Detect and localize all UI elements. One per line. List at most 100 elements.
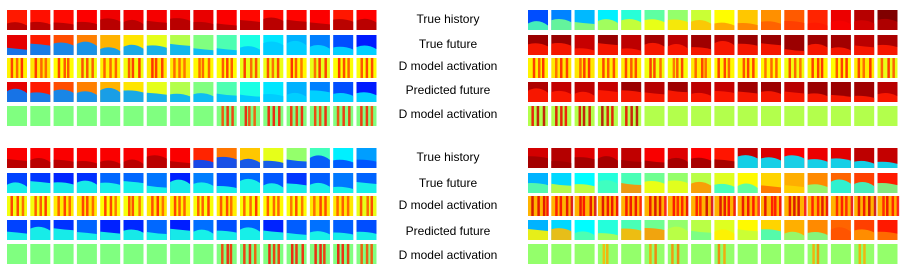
thumbnail-patch <box>574 91 595 102</box>
thumbnail <box>356 244 377 264</box>
thumbnail <box>784 10 805 30</box>
thumbnail-stripe <box>183 196 186 216</box>
thumbnail-stripe <box>337 58 341 78</box>
thumbnail-stripe <box>676 58 679 78</box>
thumbnail-patch <box>170 43 191 55</box>
thumbnail-stripe <box>537 58 541 78</box>
thumbnail <box>784 244 805 264</box>
thumbnail <box>263 10 284 30</box>
thumbnail <box>53 173 74 193</box>
thumbnail-stripe <box>654 196 657 216</box>
thumbnail-stripe <box>891 196 895 216</box>
thumbnail <box>309 106 330 126</box>
thumbnail <box>667 173 688 193</box>
thumbnail-stripe <box>694 58 697 78</box>
thumbnail-patch <box>574 231 595 240</box>
thumbnail <box>333 58 354 78</box>
thumbnail <box>644 148 665 168</box>
thumbnail-patch <box>216 48 237 55</box>
thumbnail <box>123 173 144 193</box>
thumbnail <box>53 58 74 78</box>
thumbnail-patch <box>123 229 144 240</box>
thumbnail <box>761 196 782 216</box>
thumbnail-stripe <box>131 58 135 78</box>
thumbnail-patch <box>854 95 875 102</box>
thumbnail-stripe <box>138 196 141 216</box>
thumbnail <box>53 106 74 126</box>
thumbnail-stripe <box>774 196 777 216</box>
thumbnail <box>216 173 237 193</box>
thumbnail <box>761 82 781 102</box>
thumbnail <box>714 106 735 126</box>
thumbnail <box>240 106 260 126</box>
thumbnail-stripe <box>63 196 67 216</box>
thumbnail <box>263 82 284 102</box>
thumbnail-stripe <box>685 196 689 216</box>
thumbnail-stripe <box>793 58 797 78</box>
thumbnail <box>123 148 144 168</box>
thumbnail-patch <box>737 229 758 240</box>
thumbnail-stripe <box>601 106 604 126</box>
thumbnail-stripe <box>630 58 633 78</box>
thumbnail <box>286 173 307 193</box>
thumbnail-stripe <box>797 196 800 216</box>
thumbnail-base <box>100 106 121 126</box>
thumbnail <box>737 220 758 240</box>
thumbnail <box>691 35 712 55</box>
thumbnail-patch <box>830 47 851 55</box>
thumbnail <box>877 106 898 126</box>
thumbnail-base <box>621 244 642 264</box>
thumbnail <box>784 58 805 78</box>
thumbnail <box>667 35 688 55</box>
thumbnail-patch <box>216 156 237 168</box>
thumbnail-stripe <box>746 58 750 78</box>
thumbnail-stripe <box>672 196 676 216</box>
thumbnail <box>356 173 377 193</box>
thumbnail-stripe <box>869 58 872 78</box>
thumbnail-patch <box>667 157 688 168</box>
thumbnail <box>193 196 214 216</box>
thumbnail <box>621 35 642 55</box>
thumbnail-patch <box>761 229 781 240</box>
thumbnail-stripe <box>230 58 233 78</box>
thumbnail <box>691 244 712 264</box>
thumbnail-patch <box>240 178 260 193</box>
thumbnail <box>333 10 354 30</box>
thumbnail-stripe <box>658 196 662 216</box>
thumbnail <box>170 220 191 240</box>
thumbnail-patch <box>263 160 284 168</box>
thumbnail-patch <box>807 22 828 30</box>
thumbnail-stripe <box>370 196 374 216</box>
thumbnail-patch <box>597 19 618 30</box>
thumbnail-patch <box>784 48 805 55</box>
thumbnail-patch <box>309 22 330 30</box>
thumbnail-stripe <box>314 244 317 264</box>
thumbnail-patch <box>528 21 548 30</box>
thumbnail-stripe <box>825 196 829 216</box>
thumbnail <box>877 58 898 78</box>
thumbnail-stripe <box>536 106 540 126</box>
thumbnail-stripe <box>606 244 609 264</box>
thumbnail-stripe <box>649 196 652 216</box>
thumbnail <box>854 173 875 193</box>
thumbnail-stripe <box>348 106 351 126</box>
thumbnail-stripe <box>804 196 807 216</box>
thumbnail <box>193 244 214 264</box>
thumbnail <box>737 244 758 264</box>
thumbnail <box>761 35 781 55</box>
thumbnail <box>146 10 167 30</box>
thumbnail-stripe <box>546 196 549 216</box>
thumbnail <box>286 196 307 216</box>
thumbnail-patch <box>193 48 214 55</box>
thumbnail-patch <box>333 159 354 168</box>
thumbnail <box>123 10 144 30</box>
thumbnail-patch <box>356 159 377 168</box>
thumbnail-stripe <box>161 196 165 216</box>
thumbnail-patch <box>333 19 354 30</box>
thumbnail <box>877 82 898 102</box>
thumbnail <box>100 58 121 78</box>
thumbnail-stripe <box>560 106 563 126</box>
thumbnail <box>309 10 330 30</box>
thumbnail <box>240 220 260 240</box>
thumbnail-stripe <box>86 196 89 216</box>
